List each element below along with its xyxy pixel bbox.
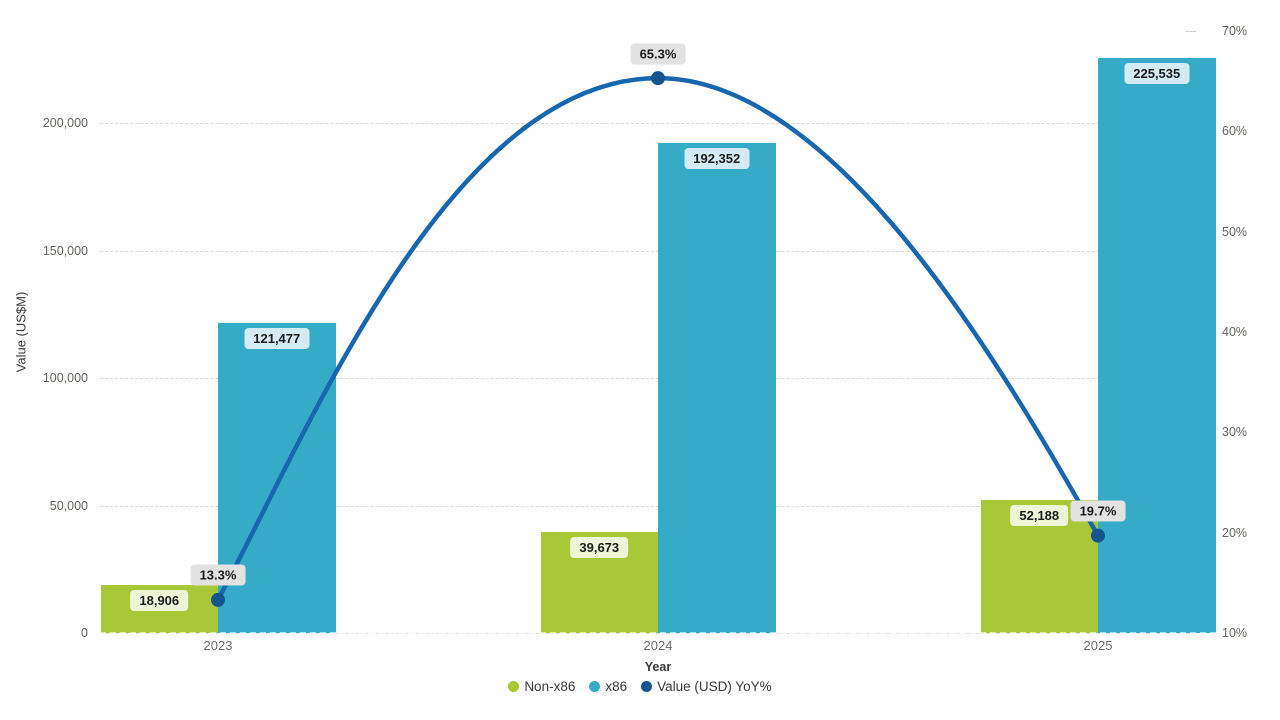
legend-item-x86[interactable]: x86 <box>589 679 627 694</box>
yoy-marker-2024[interactable] <box>651 71 665 86</box>
x-axis-title: Year <box>644 660 672 674</box>
right-axis-tick: 70% <box>1222 24 1248 38</box>
left-axis-tick: 200,000 <box>42 116 88 130</box>
legend: Non-x86 x86 Value (USD) YoY% <box>0 679 1280 694</box>
legend-label-yoy: Value (USD) YoY% <box>657 679 772 694</box>
yoy-value-label: 19.7% <box>1070 500 1126 522</box>
legend-dot-x86-icon <box>589 681 601 692</box>
x-axis-tick-2024: 2024 <box>643 638 673 653</box>
legend-item-yoy[interactable]: Value (USD) YoY% <box>641 679 772 694</box>
bar-value-label: 225,535 <box>1124 62 1190 84</box>
left-axis-tick: 50,000 <box>49 498 88 513</box>
bar-value-label: 39,673 <box>570 536 629 558</box>
right-axis-top-tick <box>1186 31 1196 32</box>
zero-gridline-overlay <box>100 632 1216 634</box>
legend-dot-yoy-icon <box>641 681 653 692</box>
gridline-200,000 <box>100 123 1195 124</box>
left-axis-tick: 0 <box>81 626 88 640</box>
legend-label-x86: x86 <box>605 679 628 694</box>
right-axis-tick: 20% <box>1222 525 1248 540</box>
bar-value-label: 18,906 <box>130 589 189 611</box>
bar-value-label: 192,352 <box>684 147 750 169</box>
right-axis-tick: 10% <box>1222 626 1248 640</box>
legend-dot-nonx86-icon <box>508 681 520 692</box>
right-axis-tick: 30% <box>1222 425 1248 440</box>
yoy-value-label: 13.3% <box>190 564 246 586</box>
left-axis-title: Value (US$M) <box>13 291 29 373</box>
bar-x86-2025[interactable] <box>1098 57 1216 633</box>
legend-item-nonx86[interactable]: Non-x86 <box>508 679 575 694</box>
gridline-150,000 <box>100 250 1195 252</box>
bar-value-label: 121,477 <box>244 328 310 350</box>
x-axis-tick-2025: 2025 <box>1083 638 1113 653</box>
legend-label-nonx86: Non-x86 <box>524 679 576 694</box>
bar-x86-2023[interactable] <box>218 323 336 633</box>
right-axis-tick: 40% <box>1222 325 1248 339</box>
right-axis-tick: 50% <box>1222 224 1248 239</box>
yoy-value-label: 65.3% <box>630 43 686 65</box>
right-axis-tick: 60% <box>1222 124 1248 139</box>
left-axis-tick: 100,000 <box>42 371 88 385</box>
left-axis-tick: 150,000 <box>42 243 88 258</box>
bar-value-label: 52,188 <box>1010 504 1069 526</box>
x-axis-tick-2023: 2023 <box>203 638 233 653</box>
bar-x86-2024[interactable] <box>658 142 776 633</box>
